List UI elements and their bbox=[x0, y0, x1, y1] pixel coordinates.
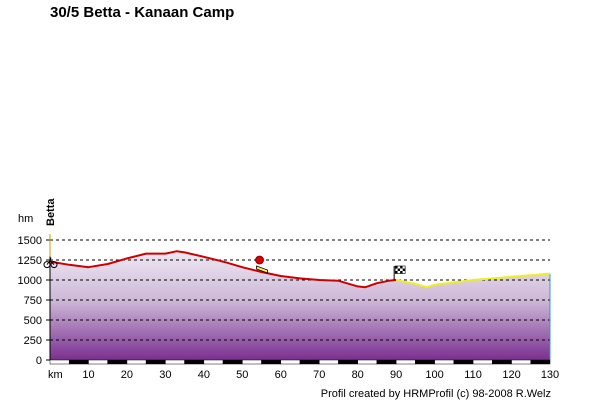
x-axis-band-segment bbox=[299, 359, 320, 365]
x-axis-band-segment bbox=[338, 359, 358, 365]
x-axis-band-segment bbox=[415, 359, 435, 365]
flag-square bbox=[395, 268, 398, 271]
x-tick-label: 80 bbox=[352, 369, 364, 381]
waypoint-label: Betta bbox=[45, 198, 57, 226]
x-tick-label: 110 bbox=[464, 369, 482, 381]
red-flag-cloth bbox=[256, 265, 268, 274]
flag-border bbox=[394, 265, 406, 274]
flag-square bbox=[402, 266, 406, 269]
y-tick-label: 0 bbox=[36, 355, 42, 367]
flag-square bbox=[395, 266, 398, 269]
flag-square bbox=[395, 271, 398, 274]
x-tick-label: 20 bbox=[121, 369, 133, 381]
x-tick-label: 90 bbox=[390, 369, 402, 381]
x-tick-label: 30 bbox=[159, 369, 171, 381]
y-tick-label: 1500 bbox=[18, 235, 42, 247]
x-tick-label: 40 bbox=[198, 369, 210, 381]
elevation-area bbox=[50, 251, 550, 360]
y-tick-label: 1250 bbox=[18, 255, 42, 267]
chart-title: 30/5 Betta - Kanaan Camp bbox=[50, 4, 235, 21]
x-tick-label: 10 bbox=[82, 369, 94, 381]
y-tick-label: 500 bbox=[24, 315, 42, 327]
y-tick-label: 250 bbox=[24, 335, 42, 347]
red-flag-icon bbox=[255, 255, 268, 274]
x-axis-band-segment bbox=[318, 359, 339, 365]
x-axis-band-segment bbox=[261, 359, 282, 365]
bicycle-frame bbox=[46, 257, 55, 265]
bicycle-wheel bbox=[50, 261, 58, 269]
x-tick-label: 120 bbox=[502, 369, 520, 381]
x-tick-label: 100 bbox=[425, 369, 443, 381]
checkered-flag-icon bbox=[393, 265, 406, 280]
flag-square bbox=[402, 268, 406, 271]
x-axis-band-segment bbox=[434, 359, 455, 365]
x-axis-label: km bbox=[48, 369, 63, 381]
x-axis-band-segment bbox=[242, 359, 262, 365]
x-tick-label: 130 bbox=[541, 369, 559, 381]
x-axis-band-segment bbox=[395, 359, 416, 365]
x-axis-band-segment bbox=[511, 359, 532, 365]
x-axis-band-segment bbox=[530, 359, 551, 365]
x-tick-label: 60 bbox=[275, 369, 287, 381]
x-axis-band-segment bbox=[184, 359, 205, 365]
bicycle-wheel bbox=[43, 261, 51, 269]
x-axis-band-segment bbox=[107, 359, 128, 365]
flag-square bbox=[397, 271, 401, 274]
flag-square bbox=[400, 266, 403, 269]
x-axis-band-segment bbox=[280, 359, 301, 365]
profile-line-series-1 bbox=[395, 272, 551, 289]
flag-square bbox=[400, 268, 403, 271]
x-axis-band-segment bbox=[222, 359, 243, 365]
flag-square bbox=[397, 266, 401, 269]
x-axis-band-segment bbox=[126, 359, 147, 365]
x-axis-band-segment bbox=[145, 359, 166, 365]
profile-line-series-0 bbox=[49, 250, 397, 289]
credit-text: Profil created by HRMProfil (c) 98-2008 … bbox=[321, 388, 551, 400]
flag-square bbox=[400, 271, 403, 274]
x-axis-band-segment bbox=[357, 359, 378, 365]
x-axis-band-segment bbox=[453, 359, 474, 365]
bicycle-icon bbox=[43, 234, 58, 269]
flag-square bbox=[402, 271, 406, 274]
y-tick-label: 1000 bbox=[18, 275, 42, 287]
x-axis-band-segment bbox=[49, 359, 70, 365]
x-axis-band-segment bbox=[203, 359, 224, 365]
red-flag-head bbox=[255, 255, 264, 265]
x-axis-band-segment bbox=[472, 359, 493, 365]
x-axis-band-segment bbox=[68, 359, 89, 365]
x-axis-band-segment bbox=[88, 359, 108, 365]
x-axis-band-segment bbox=[492, 359, 512, 365]
x-axis-band-segment bbox=[376, 359, 397, 365]
x-axis-band-segment bbox=[165, 359, 185, 365]
y-axis-label: hm bbox=[18, 213, 33, 225]
x-tick-label: 70 bbox=[313, 369, 325, 381]
flag-square bbox=[397, 268, 401, 271]
x-tick-label: 50 bbox=[236, 369, 248, 381]
y-tick-label: 750 bbox=[24, 295, 42, 307]
